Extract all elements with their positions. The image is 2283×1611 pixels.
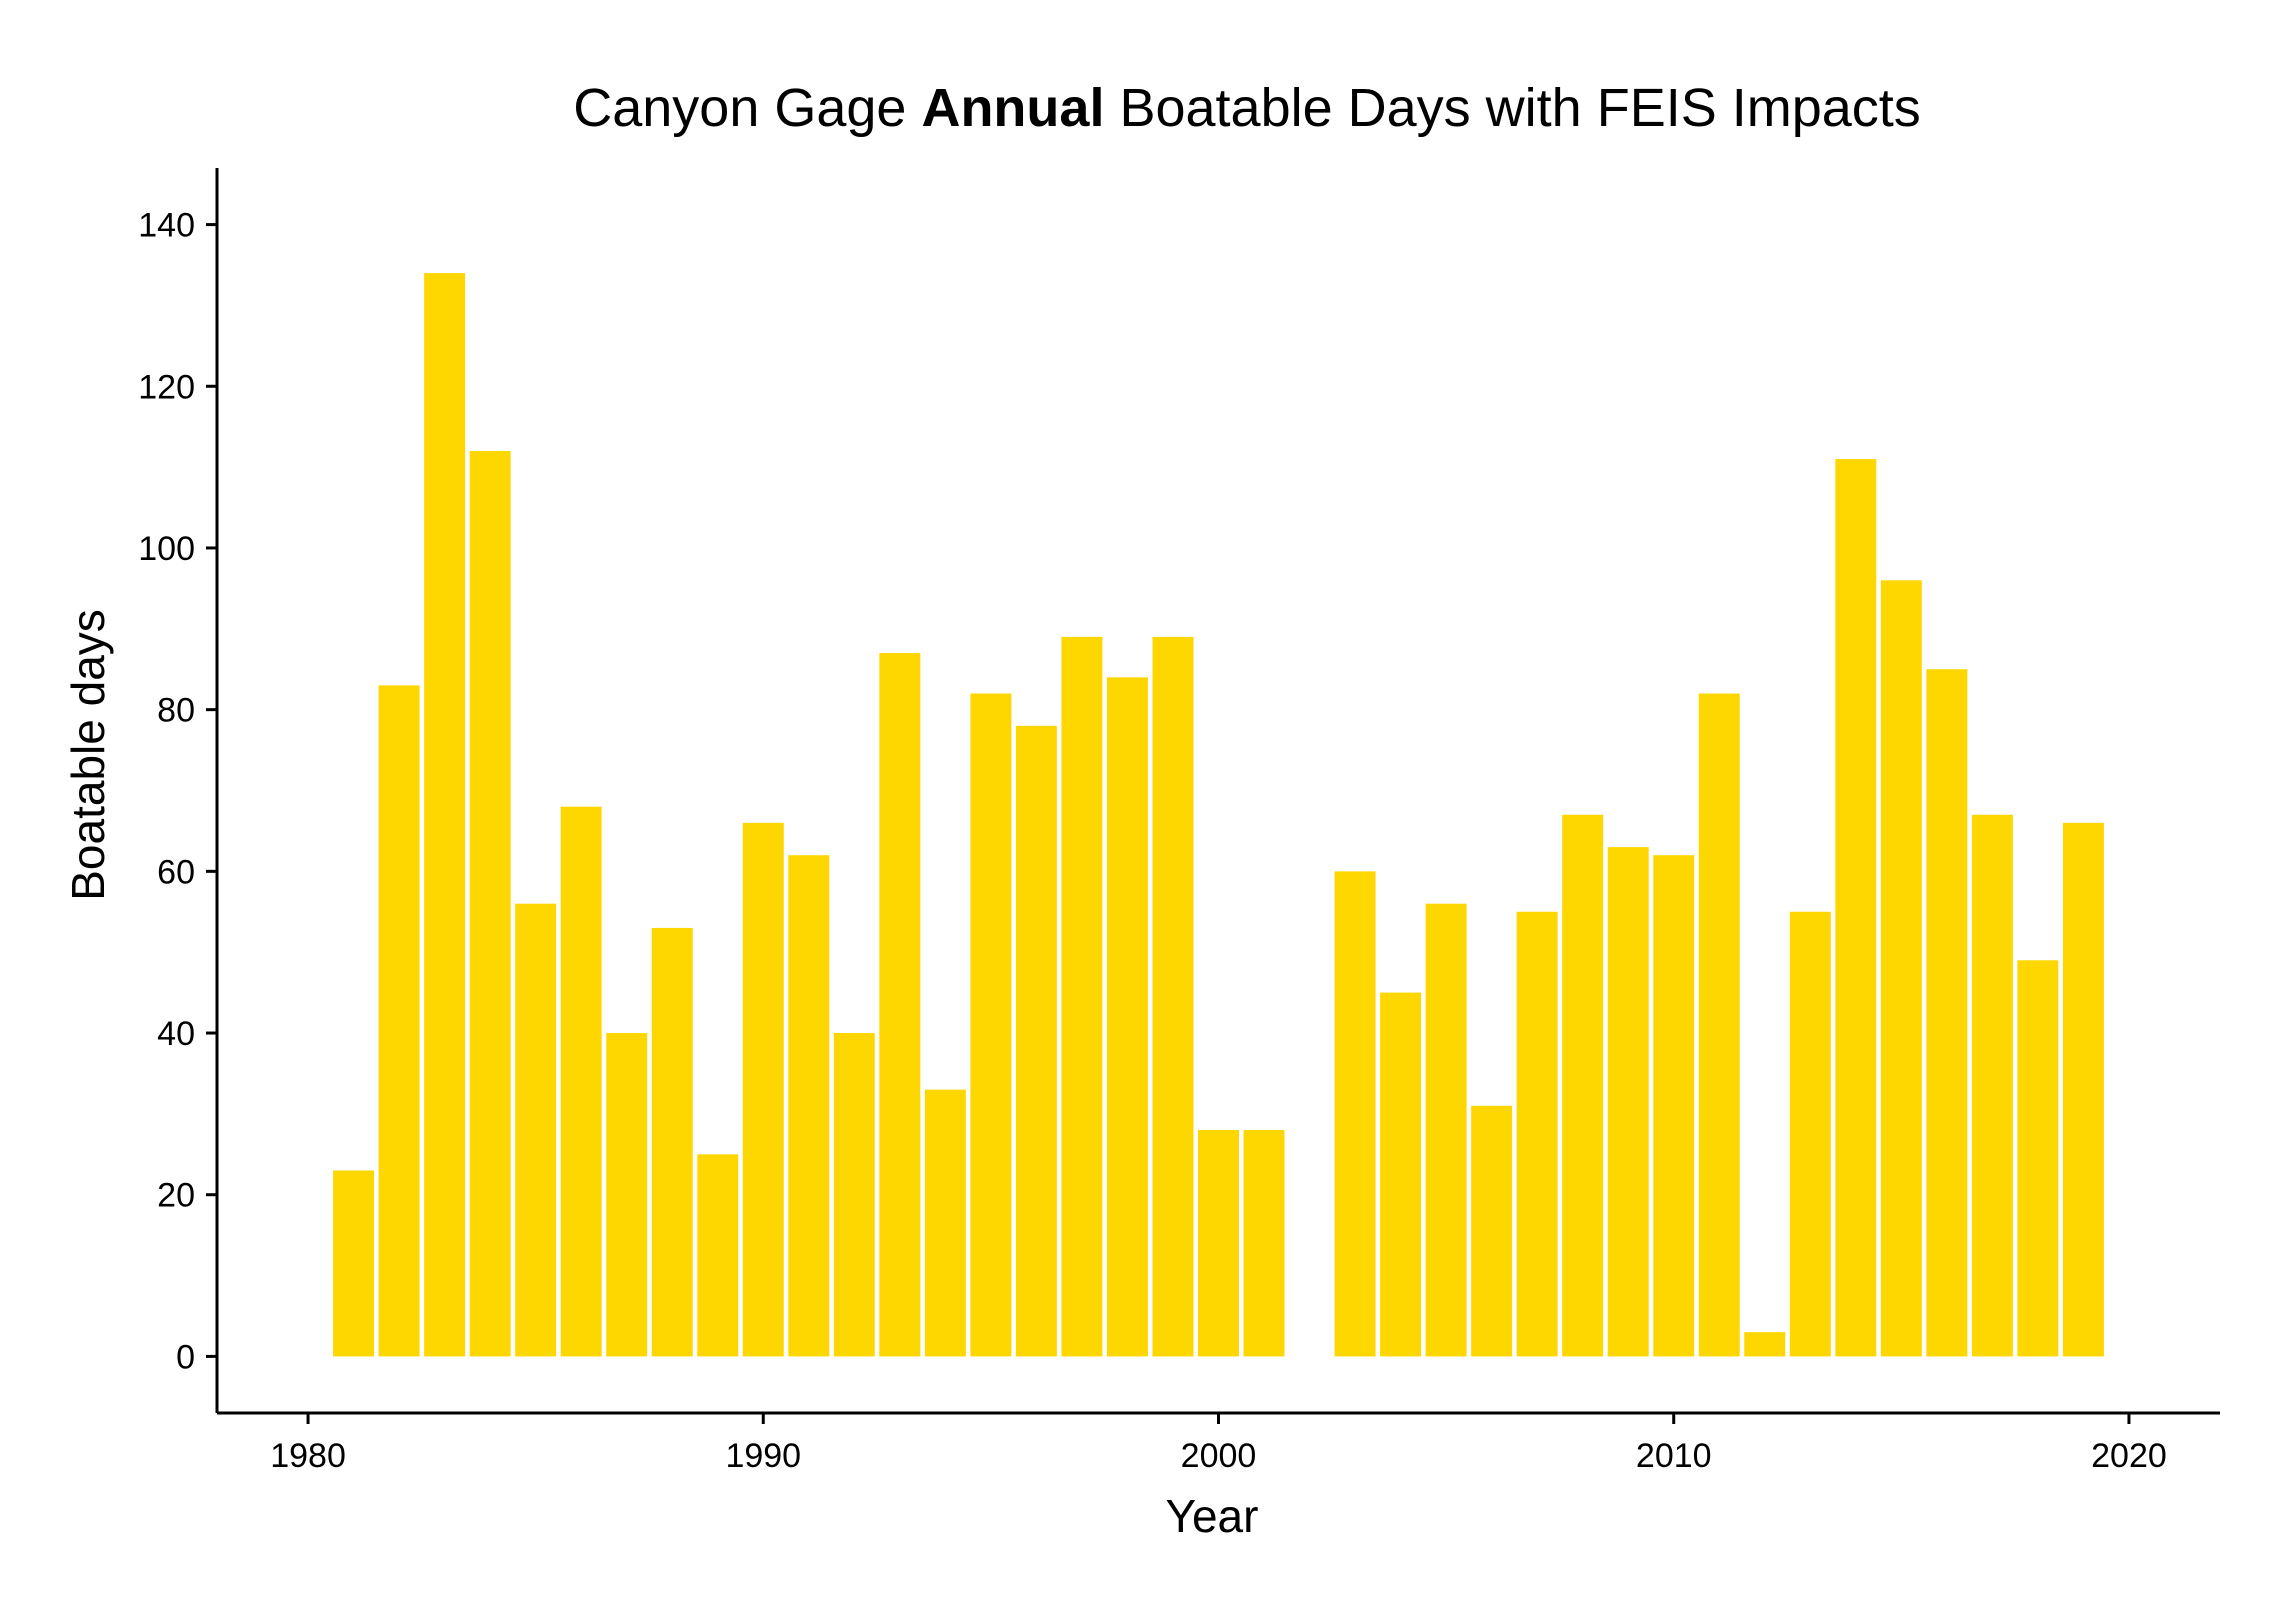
y-tick-label: 40 — [157, 1015, 195, 1053]
bar-1995 — [970, 693, 1012, 1357]
y-tick-label: 120 — [138, 368, 195, 406]
y-tick-label: 140 — [138, 207, 195, 245]
bar-1992 — [833, 1033, 875, 1357]
bar-1983 — [424, 273, 466, 1357]
x-axis: 1980 1990 2000 2010 2020 — [270, 1413, 2167, 1475]
bar-1989 — [697, 1154, 739, 1357]
y-tick-label: 0 — [176, 1338, 195, 1376]
bar-2000 — [1198, 1130, 1239, 1357]
bar-2012 — [1744, 1332, 1786, 1357]
bar-2001 — [1243, 1130, 1285, 1357]
x-tick-label: 2020 — [2091, 1437, 2167, 1475]
x-axis-title: Year — [1166, 1490, 1259, 1542]
x-tick-label: 1990 — [725, 1437, 801, 1475]
bar-1997 — [1061, 636, 1103, 1357]
y-tick-label: 60 — [157, 853, 195, 891]
bars-group — [333, 273, 2104, 1357]
x-tick-label: 2010 — [1636, 1437, 1712, 1475]
bar-2013 — [1789, 911, 1831, 1357]
bar-1982 — [378, 685, 420, 1357]
chart-title-suffix: Boatable Days with FEIS Impacts — [1104, 78, 1920, 138]
bar-2005 — [1425, 903, 1467, 1357]
y-axis: 0 20 40 60 80 100 120 140 — [138, 207, 217, 1376]
bar-2011 — [1698, 693, 1740, 1357]
chart-title-prefix: Canyon Gage — [573, 78, 921, 138]
x-tick-label: 1980 — [270, 1437, 346, 1475]
bar-1986 — [560, 806, 602, 1357]
y-tick-label: 20 — [157, 1177, 195, 1215]
bar-2016 — [1926, 669, 1968, 1357]
bar-1998 — [1106, 677, 1148, 1357]
y-tick-label: 80 — [157, 692, 195, 730]
bar-2009 — [1607, 847, 1649, 1357]
bar-2018 — [2017, 960, 2059, 1357]
bar-2017 — [1971, 814, 2013, 1357]
bar-1990 — [742, 822, 784, 1357]
bar-1985 — [515, 903, 557, 1357]
bar-2014 — [1835, 459, 1877, 1357]
bar-2006 — [1471, 1105, 1513, 1357]
chart-title-bold: Annual — [921, 78, 1104, 138]
bar-1994 — [924, 1089, 966, 1357]
bar-1987 — [606, 1033, 648, 1357]
y-axis-title: Boatable days — [62, 609, 114, 901]
chart-title: Canyon Gage Annual Boatable Days with FE… — [573, 78, 1921, 138]
x-tick-label: 2000 — [1181, 1437, 1257, 1475]
bar-2015 — [1880, 580, 1922, 1357]
bar-1984 — [469, 450, 511, 1357]
bar-2003 — [1334, 871, 1376, 1357]
bar-1993 — [879, 653, 921, 1357]
bar-1996 — [1015, 725, 1057, 1357]
bar-1981 — [333, 1170, 375, 1357]
y-tick-label: 100 — [138, 530, 195, 568]
bar-2019 — [2062, 822, 2104, 1357]
bar-2010 — [1653, 855, 1695, 1357]
bar-2004 — [1380, 992, 1422, 1357]
bar-1991 — [788, 855, 830, 1357]
bar-2007 — [1516, 911, 1558, 1357]
bar-1988 — [651, 927, 693, 1357]
bar-1999 — [1152, 636, 1194, 1357]
bar-2008 — [1562, 814, 1604, 1357]
